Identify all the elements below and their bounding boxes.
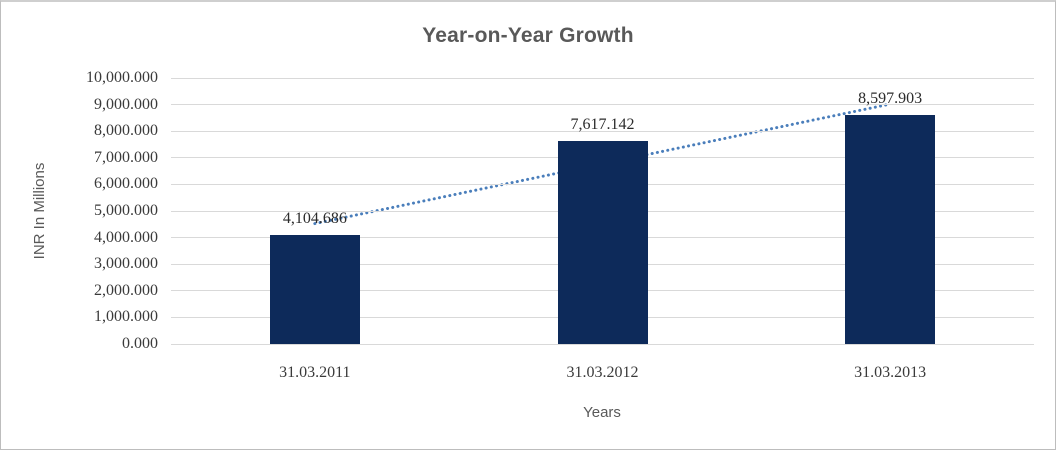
y-tick-label: 10,000.000 <box>86 69 158 86</box>
bar-data-label: 7,617.142 <box>570 116 635 134</box>
y-tick-label: 5,000.000 <box>94 202 158 219</box>
chart-title: Year-on-Year Growth <box>422 24 634 47</box>
y-tick-label: 1,000.000 <box>94 308 158 326</box>
y-tick-label: 0.000 <box>122 335 158 352</box>
gridline <box>171 77 1034 79</box>
bar-data-label: 8,597.903 <box>858 90 923 108</box>
y-tick-label: 2,000.000 <box>94 281 158 299</box>
x-category-label: 31.03.2013 <box>854 364 927 381</box>
bar-31.03.2011 <box>269 234 360 344</box>
y-tick-label: 9,000.000 <box>94 95 158 113</box>
y-tick-label: 4,000.000 <box>94 228 158 246</box>
y-tick-label: 3,000.000 <box>94 255 158 273</box>
y-tick-label: 7,000.000 <box>94 148 158 166</box>
bar-31.03.2012 <box>557 141 648 344</box>
gridline <box>171 104 1034 106</box>
x-category-label: 31.03.2012 <box>566 364 639 381</box>
y-tick-label: 6,000.000 <box>94 175 158 193</box>
x-category-label: 31.03.2011 <box>279 364 351 381</box>
x-axis-title: Years <box>583 404 621 421</box>
gridline <box>171 130 1034 132</box>
gridline <box>171 343 1034 345</box>
bar-31.03.2013 <box>845 115 936 344</box>
y-tick-label: 8,000.000 <box>94 122 158 140</box>
bar-data-label: 4,104.686 <box>282 209 347 227</box>
